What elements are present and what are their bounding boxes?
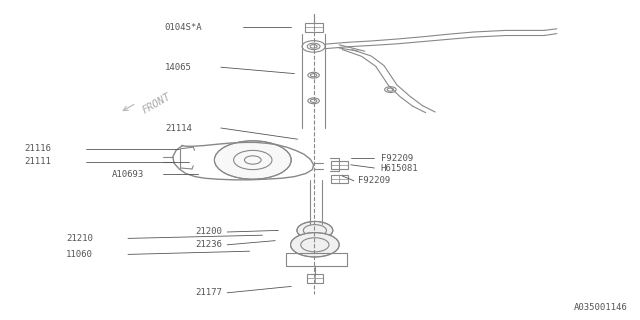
Circle shape	[214, 141, 291, 179]
Text: 21236: 21236	[195, 240, 222, 249]
Text: A035001146: A035001146	[573, 303, 627, 312]
Polygon shape	[331, 175, 348, 183]
Text: 11060: 11060	[66, 250, 93, 259]
Text: 21111: 21111	[24, 157, 51, 166]
Text: H615081: H615081	[381, 164, 419, 172]
Circle shape	[297, 221, 333, 239]
Circle shape	[302, 41, 325, 52]
Text: 21177: 21177	[195, 288, 222, 297]
Text: 14065: 14065	[165, 63, 192, 72]
Text: 21114: 21114	[165, 124, 192, 132]
Circle shape	[291, 233, 339, 257]
Text: 21210: 21210	[66, 234, 93, 243]
Polygon shape	[305, 23, 323, 32]
Text: 0104S*A: 0104S*A	[164, 23, 202, 32]
Text: F92209: F92209	[358, 176, 390, 185]
Polygon shape	[331, 161, 348, 169]
Text: F92209: F92209	[381, 154, 413, 163]
Text: 21200: 21200	[195, 228, 222, 236]
Polygon shape	[307, 274, 323, 283]
Text: 21116: 21116	[24, 144, 51, 153]
Text: FRONT: FRONT	[141, 92, 173, 116]
Text: A10693: A10693	[112, 170, 144, 179]
